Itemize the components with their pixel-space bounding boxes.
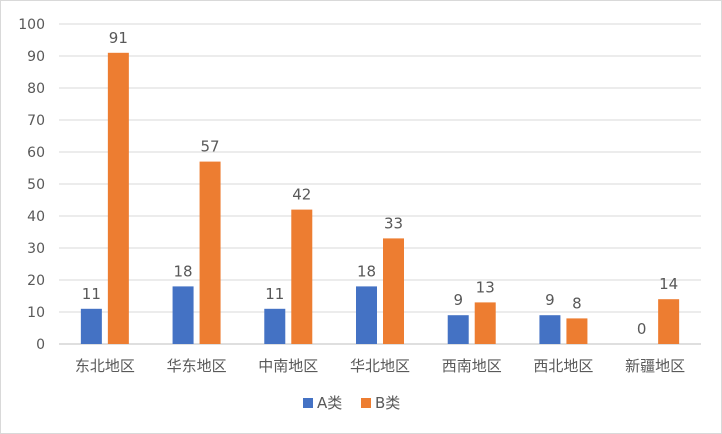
x-axis-categories: 东北地区 华东地区 中南地区 华北地区 西南地区 西北地区 新疆地区 [75, 357, 685, 375]
legend-label: A类 [317, 394, 342, 412]
y-tick-label: 60 [27, 145, 45, 161]
data-label: 91 [109, 29, 128, 47]
bar-b [474, 302, 496, 344]
data-label: 57 [201, 138, 220, 156]
data-label: 33 [384, 214, 403, 232]
bar-a [447, 315, 469, 344]
y-tick-label: 100 [18, 17, 45, 33]
bar-b [107, 52, 129, 345]
legend: A类 B类 [303, 394, 400, 412]
data-label: 0 [637, 320, 647, 338]
x-category-label: 西南地区 [442, 357, 502, 375]
y-tick-label: 20 [27, 273, 45, 289]
data-label: 18 [174, 262, 193, 280]
data-label: 18 [357, 262, 376, 280]
bar-a [80, 308, 102, 344]
x-category-label: 东北地区 [75, 357, 135, 375]
bar-a [172, 286, 194, 344]
bar-b [566, 318, 588, 344]
y-tick-label: 0 [36, 337, 45, 353]
bar-a [264, 308, 286, 344]
data-label: 8 [572, 294, 582, 312]
data-label: 11 [265, 285, 284, 303]
legend-swatch [303, 398, 313, 408]
y-tick-label: 40 [27, 209, 45, 225]
bar-b [291, 209, 313, 344]
y-tick-label: 80 [27, 81, 45, 97]
x-category-label: 中南地区 [258, 357, 318, 375]
data-label: 11 [82, 285, 101, 303]
data-label: 9 [545, 291, 555, 309]
bar-b [199, 161, 221, 344]
x-category-label: 华东地区 [167, 357, 227, 375]
legend-label: B类 [375, 394, 400, 412]
legend-swatch [361, 398, 371, 408]
bar-a [356, 286, 377, 344]
y-tick-label: 90 [27, 49, 45, 65]
gridlines [59, 23, 701, 345]
y-tick-label: 30 [27, 241, 45, 257]
y-tick-label: 10 [27, 305, 45, 321]
data-label: 14 [659, 275, 678, 293]
y-tick-label: 50 [27, 177, 45, 193]
bar-b [658, 299, 680, 344]
bar-a [539, 315, 561, 344]
x-category-label: 华北地区 [350, 357, 410, 375]
data-label: 13 [476, 278, 495, 296]
bar-b [383, 238, 404, 344]
data-label: 9 [453, 291, 463, 309]
y-tick-label: 70 [27, 113, 45, 129]
x-category-label: 西北地区 [533, 357, 593, 375]
x-category-label: 新疆地区 [625, 357, 685, 375]
bars [80, 52, 680, 345]
data-label: 42 [292, 186, 311, 204]
y-axis-ticks: 0 10 20 30 40 50 60 70 80 90 100 [18, 17, 45, 353]
